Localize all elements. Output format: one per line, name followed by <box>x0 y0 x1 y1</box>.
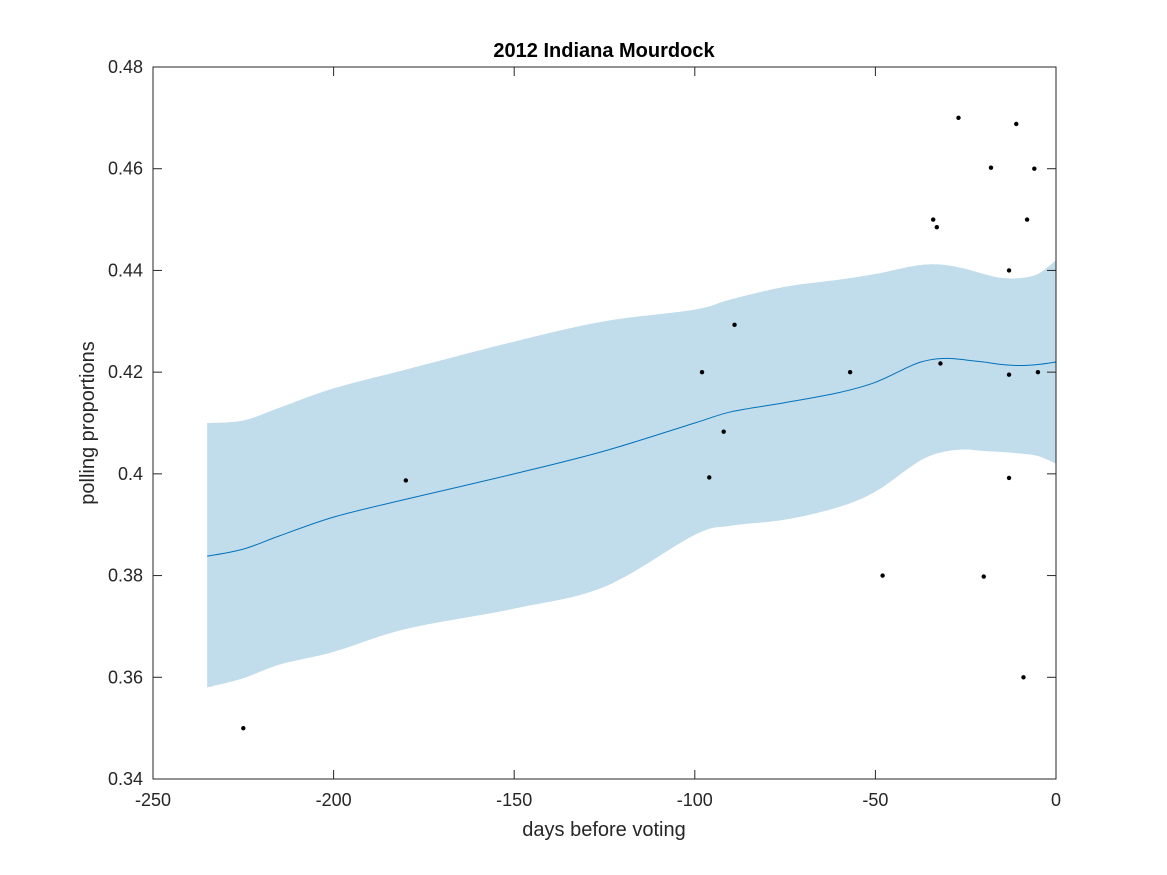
poll-point <box>707 475 712 480</box>
confidence-band-area <box>207 260 1056 688</box>
x-tick-label: 0 <box>1051 790 1061 810</box>
poll-point <box>1006 372 1012 377</box>
poll-point <box>1006 475 1012 481</box>
x-tick-label: -100 <box>677 790 713 810</box>
poll-point <box>1006 268 1012 273</box>
poll-point <box>403 478 409 483</box>
x-tick-label: -50 <box>862 790 888 810</box>
poll-point <box>1035 369 1041 375</box>
poll-point <box>1014 121 1019 127</box>
poll-point <box>699 369 705 375</box>
x-tick-label: -150 <box>496 790 532 810</box>
poll-point <box>880 573 885 578</box>
y-tick-label: 0.42 <box>108 362 143 382</box>
chart-title: 2012 Indiana Mourdock <box>493 40 715 62</box>
x-tick-label: -250 <box>135 790 171 810</box>
plot-area-frame <box>152 66 1057 780</box>
poll-point <box>934 225 939 230</box>
y-axis: 0.34 0.36 0.38 0.4 0.42 0.44 0.46 0.48 <box>108 57 1056 789</box>
y-tick-label: 0.38 <box>108 566 143 586</box>
x-tick-label: -200 <box>316 790 352 810</box>
y-tick-label: 0.34 <box>108 769 143 789</box>
poll-point <box>241 725 246 731</box>
poll-point <box>1032 166 1037 171</box>
y-axis-label: polling proportions <box>77 341 99 504</box>
poll-points <box>241 115 1041 731</box>
y-tick-label: 0.4 <box>118 464 143 484</box>
poll-point <box>956 115 961 121</box>
y-tick-label: 0.36 <box>108 667 143 687</box>
fit-line-layer <box>207 357 1057 557</box>
confidence-band <box>207 260 1056 688</box>
y-tick-label: 0.48 <box>108 57 143 77</box>
poll-point <box>1024 217 1030 222</box>
poll-point <box>1021 675 1026 680</box>
y-tick-label: 0.46 <box>108 159 143 179</box>
y-tick-label: 0.44 <box>108 260 143 280</box>
poll-point <box>847 369 853 375</box>
poll-point <box>930 217 936 222</box>
x-axis: -250 -200 -150 -100 -50 0 <box>135 67 1061 810</box>
poll-point <box>732 322 737 328</box>
fit-line <box>207 357 1057 557</box>
x-axis-label: days before voting <box>522 819 685 841</box>
poll-point <box>988 165 994 170</box>
poll-point <box>721 429 726 434</box>
poll-point <box>981 574 986 579</box>
poll-point <box>938 361 943 366</box>
